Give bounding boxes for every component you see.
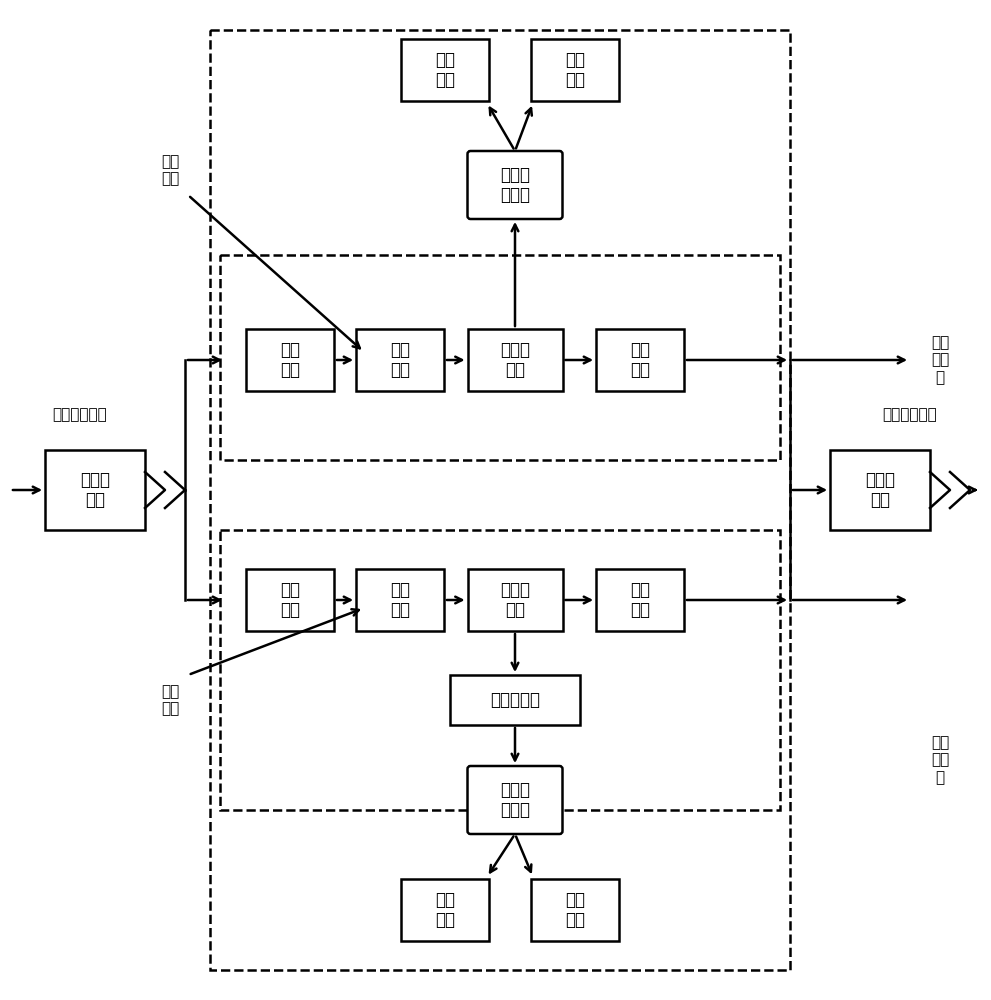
Text: 功率分
配器: 功率分 配器 bbox=[865, 471, 895, 509]
Text: 肖特基
二极管: 肖特基 二极管 bbox=[500, 166, 530, 204]
Bar bbox=[246, 329, 334, 391]
Bar bbox=[356, 329, 444, 391]
Bar bbox=[401, 39, 489, 101]
Text: 扇形
接地: 扇形 接地 bbox=[435, 51, 455, 89]
Bar bbox=[468, 569, 563, 631]
Bar bbox=[596, 569, 684, 631]
Text: 隔直
电容: 隔直 电容 bbox=[280, 341, 300, 379]
Bar bbox=[830, 450, 930, 530]
Bar bbox=[450, 675, 580, 725]
Text: 下支
路信
号: 下支 路信 号 bbox=[931, 735, 949, 785]
FancyBboxPatch shape bbox=[468, 151, 563, 219]
Bar bbox=[468, 329, 563, 391]
Text: 扇形
接地: 扇形 接地 bbox=[565, 891, 585, 929]
Text: 隔直
电容: 隔直 电容 bbox=[630, 341, 650, 379]
Text: 隔直
电容: 隔直 电容 bbox=[630, 581, 650, 619]
Text: 射频信号输出: 射频信号输出 bbox=[883, 408, 937, 422]
Text: 直流
偏压: 直流 偏压 bbox=[161, 154, 179, 186]
Text: 匹配微带线: 匹配微带线 bbox=[490, 691, 540, 709]
Bar bbox=[531, 879, 619, 941]
Bar bbox=[45, 450, 145, 530]
Text: 扇形
偏置: 扇形 偏置 bbox=[390, 581, 410, 619]
Text: 肖特基
二极管: 肖特基 二极管 bbox=[500, 781, 530, 819]
Text: 直流
偏压: 直流 偏压 bbox=[161, 684, 179, 716]
Text: 隔直
电容: 隔直 电容 bbox=[280, 581, 300, 619]
Text: 扇形
接地: 扇形 接地 bbox=[565, 51, 585, 89]
Bar bbox=[401, 879, 489, 941]
Bar bbox=[210, 30, 790, 970]
Bar bbox=[246, 569, 334, 631]
Bar bbox=[596, 329, 684, 391]
Text: 射频信号输入: 射频信号输入 bbox=[53, 408, 107, 422]
Text: 三分支
电桥: 三分支 电桥 bbox=[500, 341, 530, 379]
Bar bbox=[220, 530, 780, 810]
FancyBboxPatch shape bbox=[468, 766, 563, 834]
Bar bbox=[220, 255, 780, 460]
Bar bbox=[531, 39, 619, 101]
Text: 扇形
接地: 扇形 接地 bbox=[435, 891, 455, 929]
Text: 扇形
偏置: 扇形 偏置 bbox=[390, 341, 410, 379]
Bar bbox=[356, 569, 444, 631]
Text: 三分支
电桥: 三分支 电桥 bbox=[500, 581, 530, 619]
Text: 功率分
配器: 功率分 配器 bbox=[80, 471, 110, 509]
Text: 上支
路信
号: 上支 路信 号 bbox=[931, 335, 949, 385]
